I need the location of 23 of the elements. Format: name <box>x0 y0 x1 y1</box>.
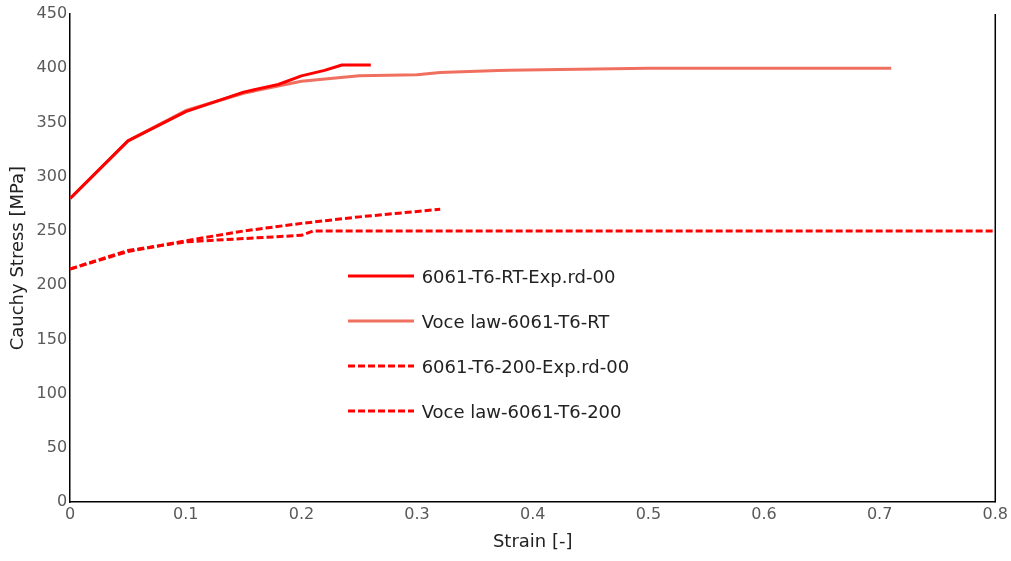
x-tick-label: 0.2 <box>288 503 315 523</box>
y-tick-label: 150 <box>36 328 68 348</box>
legend-label: 6061-T6-RT-Exp.rd-00 <box>421 265 616 287</box>
y-tick-label: 250 <box>36 220 68 240</box>
x-tick-label: 0.6 <box>751 503 777 523</box>
y-tick-label: 50 <box>46 437 68 457</box>
x-tick-label: 0.3 <box>404 503 430 523</box>
y-tick-label: 100 <box>36 382 68 402</box>
x-tick-label: 0.5 <box>635 503 662 523</box>
y-tick-label: 350 <box>36 111 68 131</box>
x-tick-label: 0.8 <box>982 503 1008 523</box>
y-tick-label: 200 <box>36 274 68 294</box>
x-tick-label: 0.4 <box>519 503 546 523</box>
y-tick-label: 300 <box>36 165 68 185</box>
y-axis-title: Cauchy Stress [MPa] <box>6 165 28 351</box>
x-tick-label: 0.1 <box>173 503 199 523</box>
y-tick-label: 450 <box>36 3 68 23</box>
x-axis-title: Strain [-] <box>492 529 573 551</box>
legend-label: Voce law-6061-T6-200 <box>421 400 622 422</box>
x-tick-label: 0.7 <box>866 503 893 523</box>
y-tick-label: 400 <box>36 57 68 77</box>
legend-label: 6061-T6-200-Exp.rd-00 <box>421 355 630 377</box>
legend-label: Voce law-6061-T6-RT <box>421 310 610 332</box>
